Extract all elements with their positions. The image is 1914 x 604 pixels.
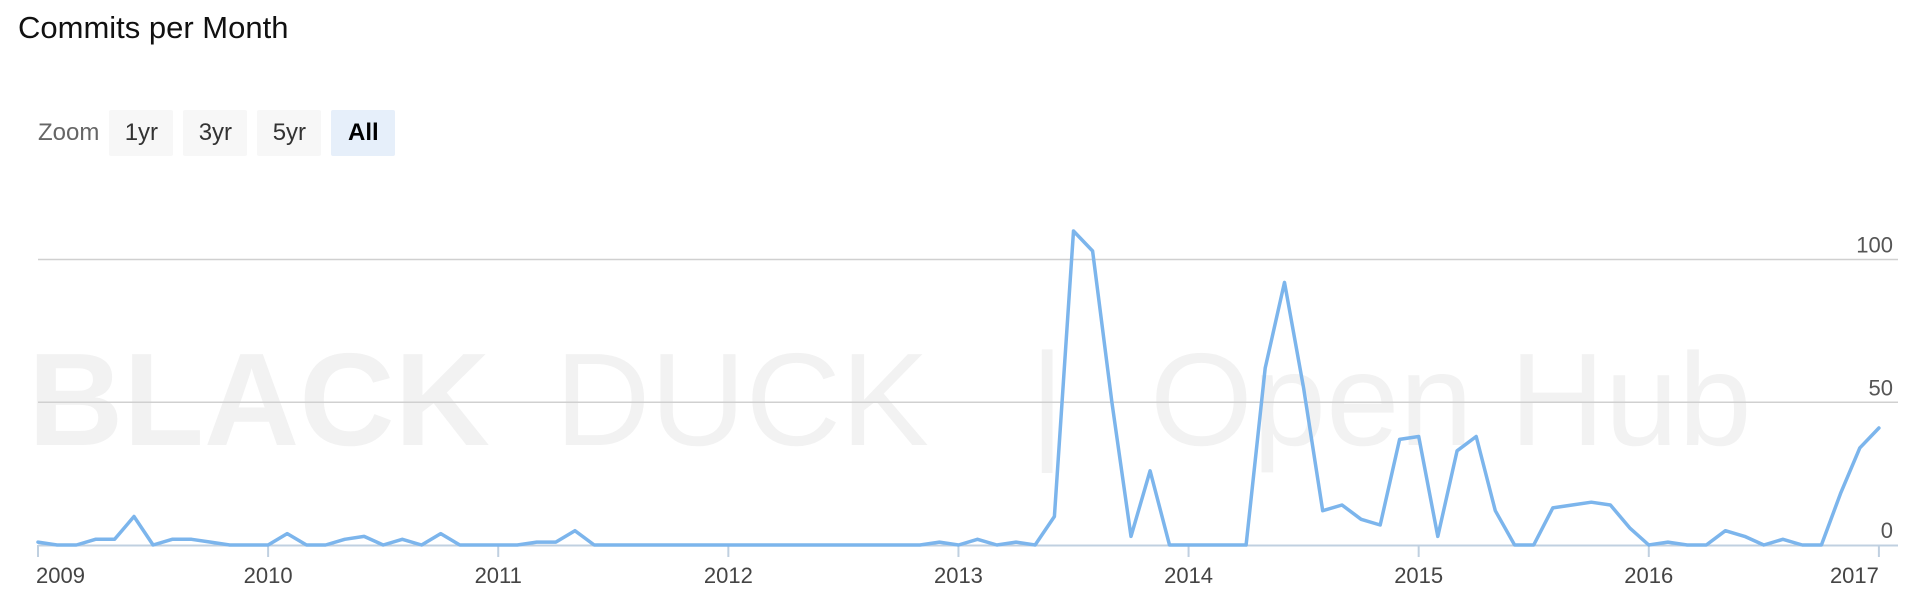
zoom-label: Zoom (38, 119, 100, 146)
x-tick-label-2011: 2011 (475, 563, 522, 588)
watermark-product: Open Hub (1150, 326, 1752, 473)
x-tick-label-2016: 2016 (1624, 563, 1673, 588)
zoom-3yr-button[interactable]: 3yr (183, 110, 248, 156)
x-tick-label-2014: 2014 (1164, 563, 1213, 588)
y-axis-labels: 0 50 100 (1856, 233, 1893, 543)
watermark-brand-bold: BLACK (28, 326, 490, 473)
zoom-5yr-button[interactable]: 5yr (257, 110, 322, 156)
x-tick-label-2009: 2009 (36, 563, 85, 588)
x-tick-label-2010: 2010 (244, 563, 293, 588)
zoom-all-button[interactable]: All (331, 110, 396, 156)
y-tick-label-50: 50 (1869, 375, 1893, 400)
watermark-brand-light: DUCK (555, 326, 929, 473)
x-axis: 2009 2010 2011 2012 2013 2014 2015 2016 2017 (36, 544, 1898, 588)
x-tick-label-2017: 2017 (1830, 563, 1879, 588)
y-tick-label-100: 100 (1856, 233, 1893, 258)
chart-title: Commits per Month (18, 10, 289, 45)
watermark: BLACK DUCK | Open Hub (28, 326, 1752, 473)
grid-lines (38, 258, 1898, 404)
zoom-controls: Zoom 1yr 3yr 5yr All (38, 110, 405, 156)
x-tick-label-2015: 2015 (1394, 563, 1443, 588)
y-tick-label-0: 0 (1881, 518, 1893, 543)
series-line-0[interactable] (36, 229, 1881, 547)
zoom-1yr-button[interactable]: 1yr (109, 110, 174, 156)
x-tick-label-2012: 2012 (704, 563, 753, 588)
commits-line-chart: BLACK DUCK | Open Hub 0 50 100 2009 2010 201… (28, 229, 1898, 588)
x-tick-label-2013: 2013 (934, 563, 983, 588)
series-layer (36, 229, 1881, 547)
